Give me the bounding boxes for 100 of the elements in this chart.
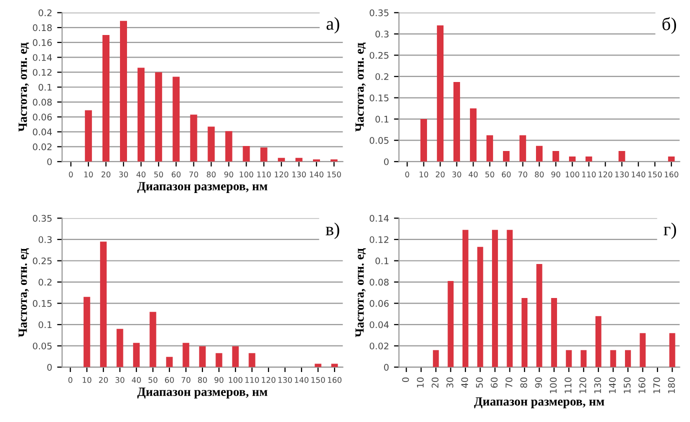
bar: [248, 353, 256, 368]
x-tick-label: 100: [550, 377, 557, 394]
y-tick-label: 0.06: [32, 114, 52, 120]
bar: [232, 346, 239, 368]
bar: [199, 346, 206, 368]
y-tick-label: 0.1: [375, 116, 388, 123]
x-tick-label: 70: [506, 377, 512, 388]
bar: [242, 146, 250, 162]
bar: [552, 150, 560, 162]
bar: [610, 350, 616, 368]
bar: [295, 158, 302, 162]
bar: [551, 298, 558, 368]
chart-title: г): [664, 222, 676, 240]
bar: [536, 146, 543, 162]
x-tick-label: 30: [446, 377, 454, 388]
bar: [102, 35, 110, 162]
y-tick-label: 0.1: [38, 84, 52, 91]
bar: [100, 242, 107, 368]
x-tick-label: 10: [416, 377, 424, 388]
x-tick-label: 50: [476, 377, 483, 388]
bar: [502, 150, 510, 162]
bar: [436, 25, 444, 162]
y-tick-label: 0: [384, 158, 389, 166]
bar: [595, 316, 602, 368]
chart-title: в): [326, 222, 340, 240]
y-tick-label: 0.2: [38, 278, 52, 286]
bar: [492, 230, 498, 368]
y-tick-label: 0.06: [370, 300, 389, 307]
x-tick-label: 150: [624, 377, 631, 394]
y-axis-title: Частота, отн. ед: [355, 248, 366, 338]
x-tick-label: 80: [520, 377, 528, 388]
x-tick-label: 130: [594, 377, 602, 394]
bar: [477, 246, 484, 368]
bar: [640, 333, 646, 368]
bar: [150, 312, 156, 368]
x-tick-label: 0: [402, 377, 409, 382]
y-tick-label: 0.3: [38, 236, 52, 244]
y-tick-label: 0.1: [375, 257, 388, 264]
bar: [225, 131, 232, 162]
bar: [448, 280, 454, 368]
y-axis-title: Частота, отн. ед: [18, 42, 30, 132]
y-tick-label: 0.14: [32, 54, 52, 61]
y-tick-label: 0.05: [370, 137, 388, 144]
bar: [84, 110, 92, 162]
bar: [432, 350, 439, 368]
y-tick-label: 0: [384, 364, 389, 371]
x-tick-label: 180: [668, 377, 675, 394]
bar: [420, 119, 428, 162]
y-tick-label: 0.3: [375, 30, 388, 38]
bar: [453, 82, 460, 162]
bar: [624, 350, 631, 368]
y-axis-title: Частота, отн. ед: [18, 248, 30, 338]
y-tick-label: 0.04: [370, 321, 389, 328]
y-tick-label: 0: [47, 364, 52, 371]
y-tick-label: 0.35: [370, 9, 388, 16]
y-tick-label: 0.25: [370, 52, 388, 59]
bar: [668, 156, 675, 162]
y-tick-label: 0.08: [370, 278, 389, 286]
y-tick-label: 0: [47, 158, 52, 166]
bar: [182, 342, 190, 368]
y-tick-label: 0.05: [32, 342, 52, 350]
x-tick-label: 110: [564, 377, 572, 394]
y-tick-label: 0.35: [32, 214, 52, 222]
bar: [190, 114, 198, 162]
y-tick-label: 0.18: [32, 24, 52, 32]
bar: [506, 230, 513, 368]
bar: [580, 350, 587, 368]
bar: [116, 328, 124, 368]
x-tick-label: 140: [608, 377, 616, 394]
bar: [486, 135, 494, 162]
y-tick-label: 0.02: [370, 342, 388, 350]
x-tick-label: 120: [579, 377, 586, 394]
bar: [138, 68, 145, 162]
x-tick-label: 90: [535, 377, 542, 388]
y-tick-label: 0.15: [32, 300, 52, 307]
x-tick-label: 20: [432, 377, 438, 388]
y-axis-title: Частота, отн. ед: [355, 42, 366, 132]
y-tick-label: 0.14: [370, 214, 389, 222]
x-tick-label: 170: [653, 377, 660, 394]
y-tick-label: 0.02: [32, 143, 52, 150]
bar: [278, 158, 285, 162]
bar: [522, 298, 528, 368]
bar: [260, 147, 268, 162]
bar: [172, 76, 180, 162]
bar: [470, 108, 477, 162]
y-tick-label: 0.1: [38, 321, 52, 328]
bar: [166, 356, 173, 368]
bar: [331, 364, 338, 368]
bar: [84, 296, 90, 368]
bar: [120, 20, 128, 162]
y-tick-label: 0.2: [38, 9, 52, 16]
chart-title: а): [326, 17, 340, 34]
bar: [155, 72, 162, 162]
bar: [216, 353, 222, 368]
bar: [462, 230, 468, 368]
y-tick-label: 0.25: [32, 257, 52, 264]
y-tick-label: 0.16: [32, 39, 52, 46]
bar: [586, 156, 592, 162]
y-tick-label: 0.2: [375, 73, 388, 80]
y-tick-label: 0.15: [370, 94, 388, 102]
